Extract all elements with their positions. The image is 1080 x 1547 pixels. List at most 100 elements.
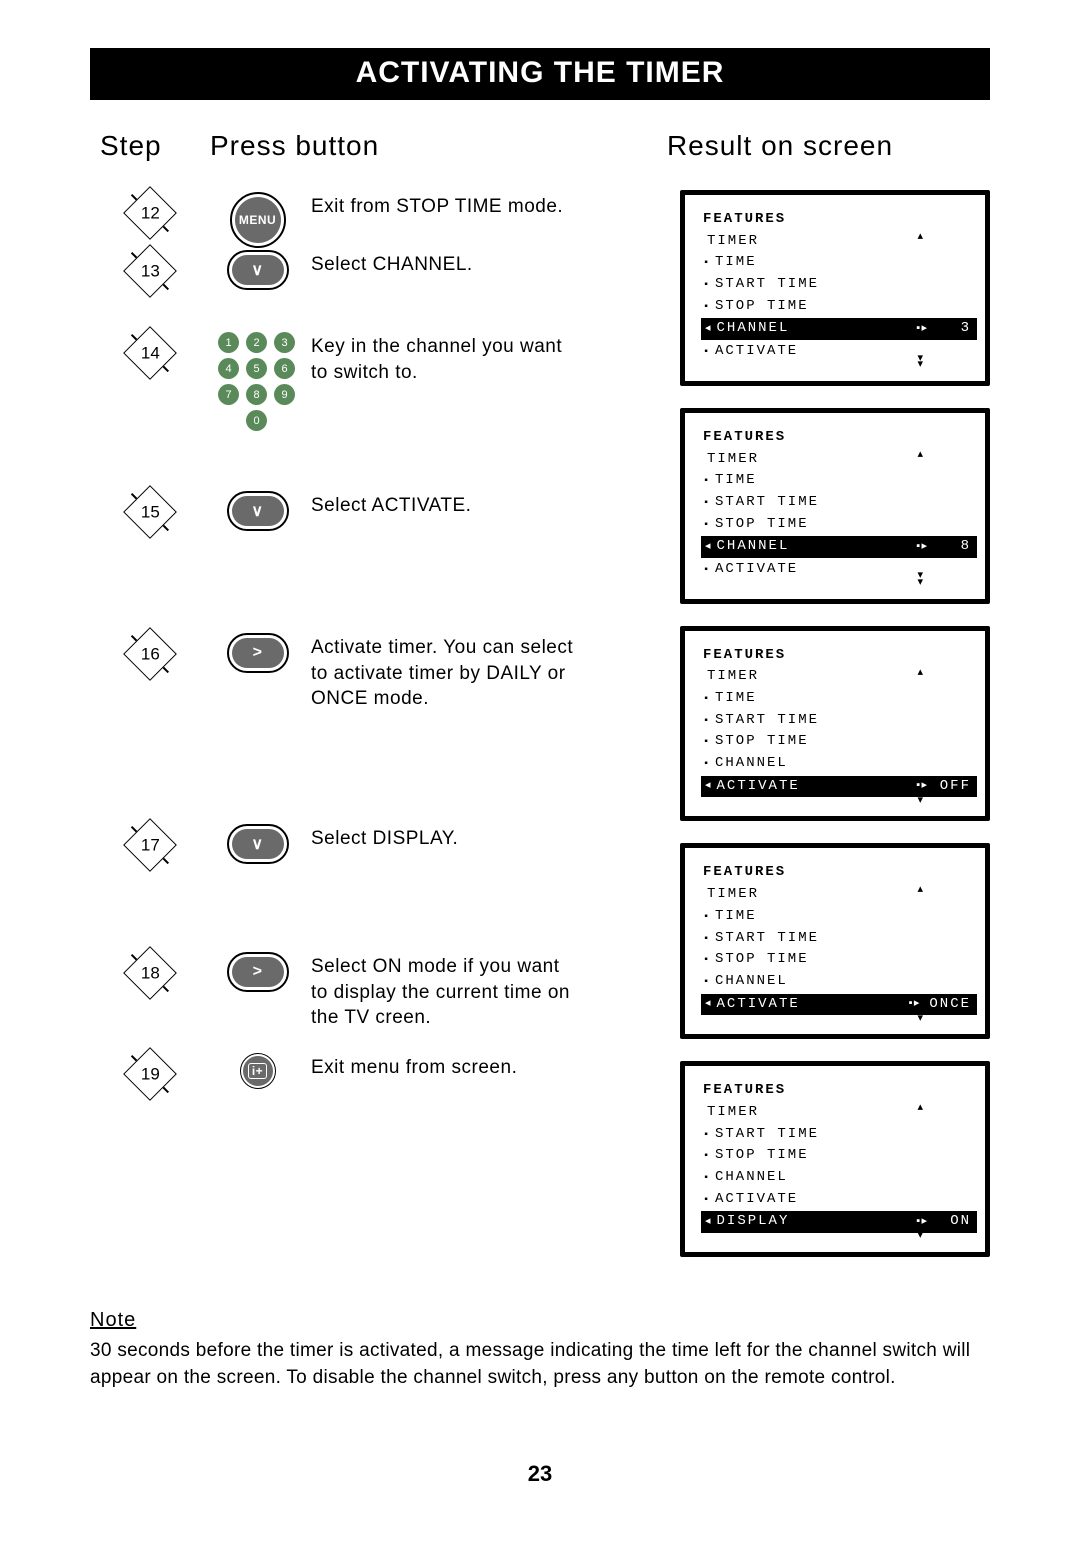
- step-diamond: 15: [123, 485, 177, 539]
- button-cell: >: [210, 631, 305, 673]
- page-number: 23: [90, 1461, 990, 1487]
- step-description: Select ACTIVATE.: [305, 489, 580, 519]
- remote-button: >: [227, 633, 289, 673]
- step-description: Select CHANNEL.: [305, 248, 580, 278]
- tv-item: TIME: [703, 252, 971, 274]
- tv-item: STOP TIME: [703, 731, 971, 753]
- step-diamond: 16: [123, 627, 177, 681]
- menu-button-label: MENU: [235, 197, 281, 243]
- page-title: ACTIVATING THE TIMER: [90, 48, 990, 100]
- remote-button: ∨: [227, 491, 289, 531]
- button-cell: 1234567890: [210, 330, 305, 431]
- tv-item: STOP TIME: [703, 1145, 971, 1167]
- button-cell: ∨: [210, 489, 305, 531]
- down-arrow-icon: [917, 356, 925, 369]
- tv-screen: FEATURESTIMERSTART TIMESTOP TIMECHANNELA…: [680, 1061, 990, 1257]
- step-row: 19 i+ Exit menu from screen.: [90, 1051, 580, 1093]
- hdr-step: Step: [90, 130, 210, 162]
- tv-screen: FEATURESTIMERTIMESTART TIMESTOP TIMECHAN…: [680, 190, 990, 386]
- tv-selected-row: DISPLAY▪▸ON: [701, 1211, 977, 1233]
- tv-subheading: TIMER: [703, 1102, 971, 1124]
- up-arrow-icon: ▴: [917, 447, 925, 464]
- step-description: Key in the channel you want to switch to…: [305, 330, 580, 385]
- note-heading: Note: [90, 1309, 990, 1332]
- tv-item: ACTIVATE: [703, 1189, 971, 1211]
- up-arrow-icon: ▴: [917, 665, 925, 682]
- step-row: 18 > Select ON mode if you want to display…: [90, 950, 580, 1031]
- button-cell: i+: [210, 1051, 305, 1089]
- right-icon: >: [232, 957, 284, 987]
- tv-item: CHANNEL: [703, 971, 971, 993]
- step-diamond: 17: [123, 818, 177, 872]
- down-arrow-icon: [917, 1009, 925, 1022]
- button-cell: MENU: [210, 190, 305, 248]
- step-diamond: 19: [123, 1047, 177, 1101]
- step-row: 15 ∨ Select ACTIVATE.: [90, 489, 580, 531]
- tv-item: TIME: [703, 906, 971, 928]
- down-icon: ∨: [232, 829, 284, 859]
- tv-subheading: TIMER: [703, 884, 971, 906]
- tv-item: ACTIVATE: [703, 341, 971, 363]
- tv-item: START TIME: [703, 1124, 971, 1146]
- tv-selected-row: CHANNEL▪▸3: [701, 318, 977, 340]
- down-icon: ∨: [232, 496, 284, 526]
- tv-item: ACTIVATE: [703, 559, 971, 581]
- step-diamond: 18: [123, 946, 177, 1000]
- tv-screen: FEATURESTIMERTIMESTART TIMESTOP TIMECHAN…: [680, 408, 990, 604]
- right-icon: >: [232, 638, 284, 668]
- tv-item: START TIME: [703, 928, 971, 950]
- tv-heading: FEATURES: [703, 645, 971, 667]
- note-body: 30 seconds before the timer is activated…: [90, 1338, 990, 1391]
- tv-selected-row: ACTIVATE▪▸OFF: [701, 776, 977, 798]
- step-row: 17∨Select DISPLAY.: [90, 822, 580, 864]
- steps-column: 12 MENU Exit from STOP TIME mode. 13 ∨ Select…: [90, 190, 580, 1279]
- tv-subheading: TIMER: [703, 231, 971, 253]
- remote-button: MENU: [230, 192, 286, 248]
- step-description: Exit from STOP TIME mode.: [305, 190, 580, 220]
- step-number: 18: [141, 963, 160, 983]
- tv-item: TIME: [703, 470, 971, 492]
- tv-item: START TIME: [703, 710, 971, 732]
- step-number: 15: [141, 502, 160, 522]
- tv-item: START TIME: [703, 492, 971, 514]
- step-diamond: 13: [123, 244, 177, 298]
- hdr-result: Result on screen: [590, 130, 990, 162]
- down-arrow-icon: [917, 1227, 925, 1240]
- step-number: 12: [141, 203, 160, 223]
- up-arrow-icon: ▴: [917, 229, 925, 246]
- tv-item: STOP TIME: [703, 514, 971, 536]
- step-diamond: 14: [123, 326, 177, 380]
- step-number: 13: [141, 261, 160, 281]
- tv-item: STOP TIME: [703, 949, 971, 971]
- screens-column: FEATURESTIMERTIMESTART TIMESTOP TIMECHAN…: [680, 190, 990, 1279]
- up-arrow-icon: ▴: [917, 882, 925, 899]
- button-cell: >: [210, 950, 305, 992]
- tv-item: TIME: [703, 688, 971, 710]
- tv-item: CHANNEL: [703, 1167, 971, 1189]
- info-icon: i+: [243, 1056, 273, 1086]
- tv-subheading: TIMER: [703, 449, 971, 471]
- remote-button: ∨: [227, 250, 289, 290]
- down-icon: ∨: [232, 255, 284, 285]
- button-cell: ∨: [210, 248, 305, 290]
- column-headers: Step Press button Result on screen: [90, 130, 990, 162]
- step-description: Select ON mode if you want to display th…: [305, 950, 580, 1031]
- tv-item: STOP TIME: [703, 296, 971, 318]
- down-arrow-icon: [917, 573, 925, 586]
- keypad-icon: 1234567890: [218, 332, 297, 431]
- up-arrow-icon: ▴: [917, 1100, 925, 1117]
- step-number: 19: [141, 1064, 160, 1084]
- step-row: 16>Activate timer. You can select to act…: [90, 631, 580, 712]
- tv-item: CHANNEL: [703, 753, 971, 775]
- tv-heading: FEATURES: [703, 862, 971, 884]
- step-row: 13 ∨ Select CHANNEL.: [90, 248, 580, 290]
- down-arrow-icon: [917, 791, 925, 804]
- tv-heading: FEATURES: [703, 1080, 971, 1102]
- step-description: Exit menu from screen.: [305, 1051, 580, 1081]
- step-description: Select DISPLAY.: [305, 822, 580, 852]
- button-cell: ∨: [210, 822, 305, 864]
- step-number: 16: [141, 644, 160, 664]
- tv-selected-row: CHANNEL▪▸8: [701, 536, 977, 558]
- hdr-press: Press button: [210, 130, 590, 162]
- step-diamond: 12: [123, 186, 177, 240]
